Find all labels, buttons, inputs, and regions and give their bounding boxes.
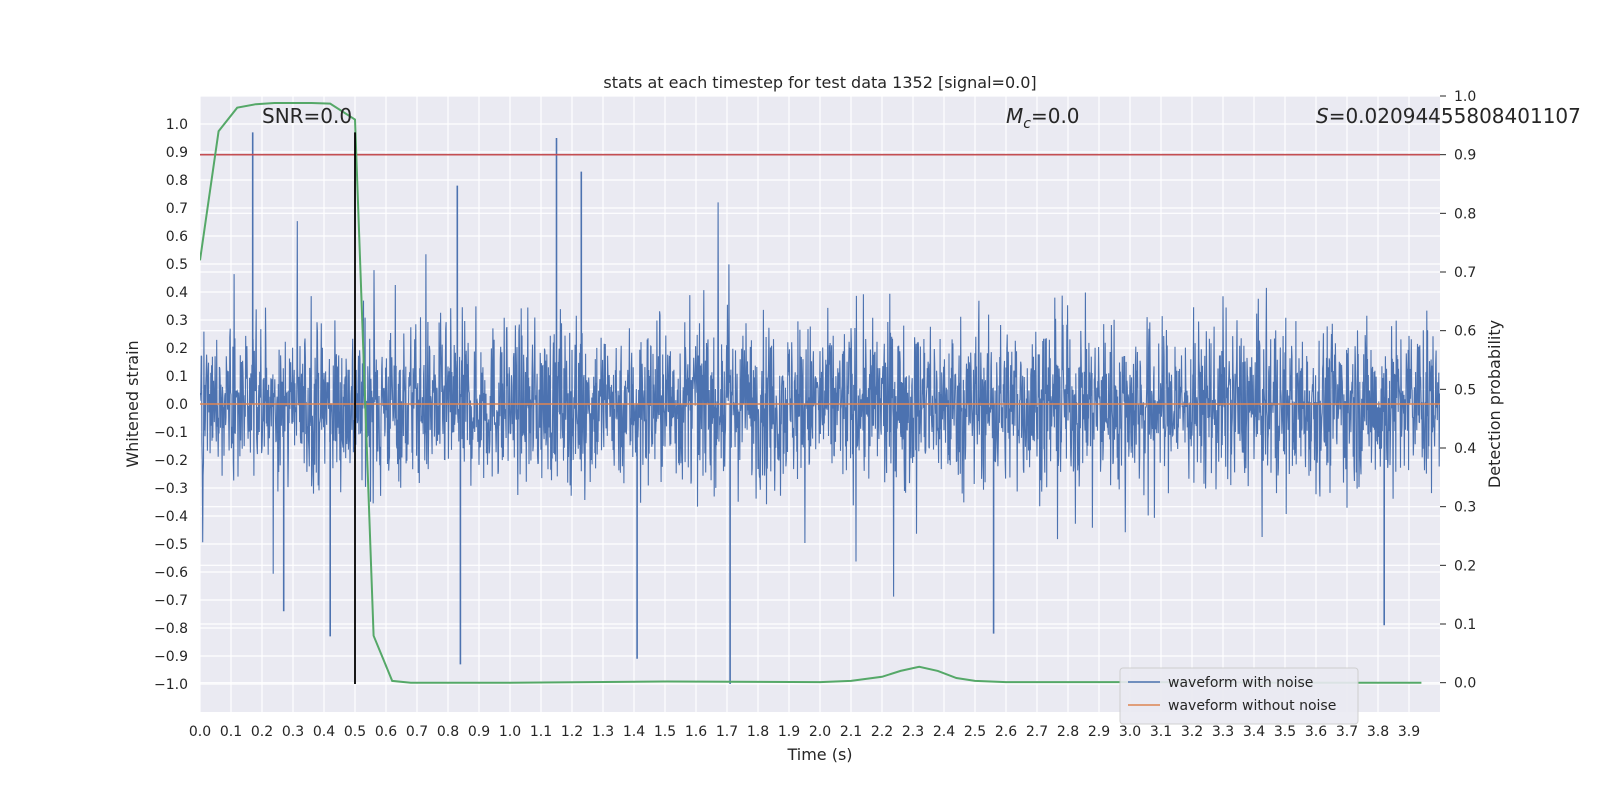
y-tick-label-left: −0.5 — [154, 537, 188, 553]
y-tick-label-right: 0.1 — [1454, 617, 1476, 633]
x-tick-label: 2.2 — [871, 724, 893, 740]
x-tick-label: 1.0 — [499, 724, 521, 740]
y-tick-label-left: 0.6 — [166, 229, 188, 245]
y-tick-label-right: 0.8 — [1454, 206, 1476, 222]
x-tick-label: 2.9 — [1088, 724, 1110, 740]
y-tick-label-right: 0.4 — [1454, 441, 1476, 457]
s-value: =0.02094455808401107 — [1329, 104, 1581, 128]
y-axis-right: 1.0 0.9 0.8 0.7 0.6 0.5 0.4 0.3 0.2 0.1 0.0 — [1440, 89, 1476, 692]
y-tick-label-left: 0.2 — [166, 341, 188, 357]
y-tick-label-left: 1.0 — [166, 117, 188, 133]
x-tick-label: 0.1 — [220, 724, 242, 740]
x-tick-label: 3.6 — [1305, 724, 1327, 740]
x-tick-label: 3.0 — [1119, 724, 1141, 740]
y-axis-left: 1.0 0.9 0.8 0.7 0.6 0.5 0.4 0.3 0.2 0.1 0.0 −0.1 −0.… — [154, 117, 188, 693]
y-tick-label-left: −0.7 — [154, 593, 188, 609]
y-tick-label-right: 0.6 — [1454, 324, 1476, 340]
s-annotation: S=0.02094455808401107 — [1316, 104, 1581, 128]
y-tick-label-right: 0.2 — [1454, 558, 1476, 574]
x-tick-label: 3.2 — [1181, 724, 1203, 740]
y-tick-label-left: 0.3 — [166, 313, 188, 329]
x-tick-label: 3.7 — [1336, 724, 1358, 740]
y-tick-label-left: 0.1 — [166, 369, 188, 385]
y-tick-label-right: 0.7 — [1454, 265, 1476, 281]
x-tick-label: 3.9 — [1398, 724, 1420, 740]
y-tick-label-right: 0.0 — [1454, 676, 1476, 692]
x-tick-label: 0.5 — [344, 724, 366, 740]
y-tick-label-right: 1.0 — [1454, 89, 1476, 105]
x-tick-label: 1.9 — [778, 724, 800, 740]
x-tick-label: 2.7 — [1026, 724, 1048, 740]
x-tick-label: 0.9 — [468, 724, 490, 740]
x-tick-label: 1.2 — [561, 724, 583, 740]
x-tick-label: 3.3 — [1212, 724, 1234, 740]
x-tick-label: 0.4 — [313, 724, 335, 740]
x-tick-label: 0.7 — [406, 724, 428, 740]
legend-label-noise: waveform with noise — [1168, 675, 1313, 691]
y-tick-label-left: 0.8 — [166, 173, 188, 189]
y-tick-label-left: −0.9 — [154, 649, 188, 665]
y-axis-label-left: Whitened strain — [123, 340, 142, 467]
s-symbol: S — [1316, 104, 1329, 128]
y-tick-label-left: −0.1 — [154, 425, 188, 441]
x-tick-label: 0.0 — [189, 724, 211, 740]
series-detection-probability — [200, 102, 1422, 684]
y-tick-label-left: 0.4 — [166, 285, 188, 301]
chirp-mass-symbol: M — [1006, 104, 1023, 128]
x-tick-label: 1.8 — [747, 724, 769, 740]
y-tick-label-right: 0.5 — [1454, 382, 1476, 398]
chirp-mass-annotation: Mc=0.0 — [1006, 104, 1080, 132]
x-tick-label: 2.0 — [809, 724, 831, 740]
y-tick-label-right: 0.9 — [1454, 148, 1476, 164]
chirp-mass-subscript: c — [1023, 116, 1031, 132]
x-tick-label: 1.1 — [530, 724, 552, 740]
y-tick-label-left: 0.9 — [166, 145, 188, 161]
y-tick-label-left: −0.6 — [154, 565, 188, 581]
series-waveform-with-noise — [200, 202, 1440, 597]
legend-box — [1119, 667, 1359, 725]
legend-label-clean: waveform without noise — [1168, 698, 1336, 714]
x-tick-label: 2.6 — [995, 724, 1017, 740]
y-tick-label-left: 0.7 — [166, 201, 188, 217]
y-tick-label-right: 0.3 — [1454, 500, 1476, 516]
x-tick-label: 3.4 — [1243, 724, 1265, 740]
x-tick-label: 1.3 — [592, 724, 614, 740]
x-tick-label: 2.5 — [964, 724, 986, 740]
x-tick-label: 1.4 — [623, 724, 645, 740]
x-tick-label: 1.7 — [716, 724, 738, 740]
chirp-mass-value: =0.0 — [1031, 104, 1080, 128]
y-tick-label-left: 0.0 — [166, 397, 188, 413]
y-tick-label-left: −1.0 — [154, 677, 188, 693]
chart-title: stats at each timestep for test data 135… — [603, 73, 1036, 92]
y-tick-label-left: −0.8 — [154, 621, 188, 637]
snr-annotation: SNR=0.0 — [262, 104, 352, 128]
x-axis-label: Time (s) — [786, 745, 852, 764]
x-tick-label: 3.8 — [1367, 724, 1389, 740]
y-axis-label-right: Detection probability — [1485, 320, 1504, 488]
x-tick-label: 1.5 — [654, 724, 676, 740]
x-axis: 0.0 0.1 0.2 0.3 0.4 0.5 0.6 0.7 0.8 0.9 1.0 1.1 1.2 1… — [189, 724, 1420, 740]
x-tick-label: 3.5 — [1274, 724, 1296, 740]
y-tick-label-left: 0.5 — [166, 257, 188, 273]
y-tick-label-left: −0.2 — [154, 453, 188, 469]
x-tick-label: 0.3 — [282, 724, 304, 740]
legend: waveform with noise waveform without noi… — [1119, 667, 1359, 725]
x-tick-label: 0.6 — [375, 724, 397, 740]
x-tick-label: 2.1 — [840, 724, 862, 740]
x-tick-label: 2.4 — [933, 724, 955, 740]
x-tick-label: 1.6 — [685, 724, 707, 740]
x-tick-label: 0.8 — [437, 724, 459, 740]
x-tick-label: 2.3 — [902, 724, 924, 740]
y-tick-label-left: −0.4 — [154, 509, 188, 525]
x-tick-label: 3.1 — [1150, 724, 1172, 740]
x-tick-label: 0.2 — [251, 724, 273, 740]
x-tick-label: 2.8 — [1057, 724, 1079, 740]
y-tick-label-left: −0.3 — [154, 481, 188, 497]
series-layer — [200, 102, 1440, 684]
